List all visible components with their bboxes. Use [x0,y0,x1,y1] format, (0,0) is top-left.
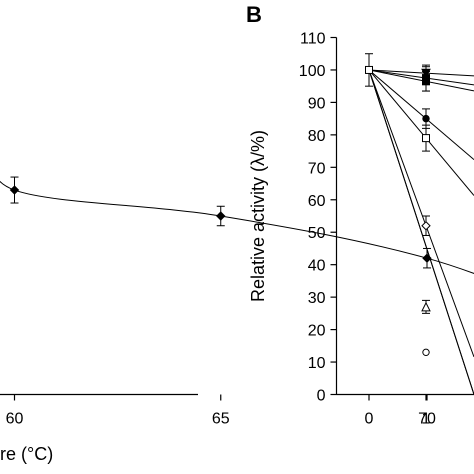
panel-b-series-line [368,69,474,196]
panel-b-y-tick-label: 110 [300,31,326,48]
panel-b-y-tick-label: 0 [317,388,326,405]
panel-a-x-tick-label: 70 [418,411,436,428]
panel-b-data-point [422,134,430,143]
panel-a-plot: 6065707580re (°C) [0,176,474,464]
panel-b-data-point [421,301,431,312]
panel-b-y-tick-label: 50 [308,225,326,242]
panel-b-x-tick-label: 0 [365,411,374,428]
panel-a-x-tick-label: 60 [6,411,24,428]
panel-b-data-point [422,114,430,123]
panel-b-y-tick-label: 40 [308,258,326,275]
panel-b-y-tick-label: 10 [308,355,326,372]
panel-b-series-line [368,69,474,92]
panel-b-y-tick-label: 20 [308,323,326,340]
panel-b-data-point [421,221,431,231]
panel-b-series-line [368,69,474,358]
panel-b-y-tick-label: 70 [308,160,326,177]
panel-a-x-axis-title: re (°C) [0,444,53,464]
panel-b-data-point [422,348,430,357]
panel-b-start-data-point [365,65,373,74]
panel-b-series-line [368,69,474,161]
panel-b-y-axis-title: Relative activity (λ/%) [248,130,268,302]
panel-b-y-tick-label: 100 [299,63,326,80]
panel-a-data-point [9,185,20,195]
panel-b-y-tick-label: 80 [308,128,326,145]
panel-b-data-point [422,77,430,86]
panel-b-series-line [368,69,474,77]
panel-b-y-tick-label: 60 [308,193,326,210]
panel-b-y-tick-label: 90 [308,95,326,112]
panel-b-label: B [246,2,262,27]
panel-b-series-line [368,69,474,86]
panel-a-data-point [216,211,226,221]
panel-a-series-line [0,180,474,275]
panel-a-x-tick-label: 65 [212,411,230,428]
panel-b-x-tick-label: 1 [422,411,431,428]
panel-b-y-tick-label: 30 [308,290,326,307]
panel-b-series-line [368,69,474,395]
